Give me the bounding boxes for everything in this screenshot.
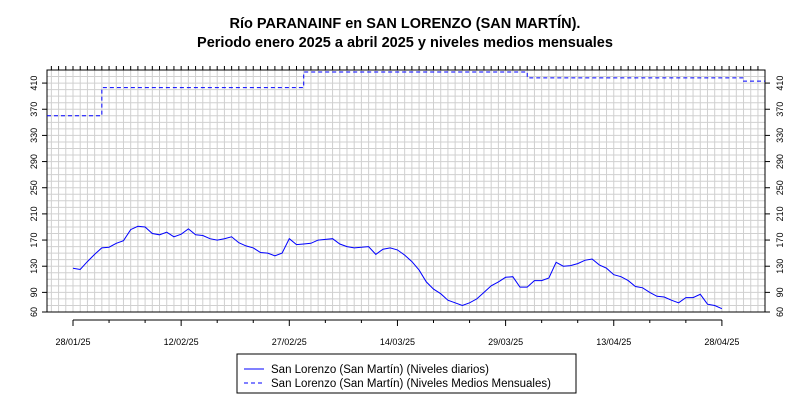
legend-label-monthly: San Lorenzo (San Martín) (Niveles Medios… — [271, 378, 551, 390]
y-tick-label-left: 170 — [29, 233, 39, 248]
y-tick-label-right: 410 — [775, 76, 785, 91]
y-tick-label-left: 330 — [29, 128, 39, 143]
grid — [47, 69, 765, 313]
y-tick-label-left: 370 — [29, 102, 39, 117]
x-axis: 28/01/25 12/02/25 27/02/25 14/03/25 29/03/25… — [55, 319, 739, 347]
y-tick-label-right: 170 — [775, 233, 785, 248]
y-tick-label-right: 330 — [775, 128, 785, 143]
chart-subtitle: Periodo enero 2025 a abril 2025 y nivele… — [197, 35, 613, 51]
plot-area: 60 90 130 170 210 250 290 330 370 410 60 90 130 170 2… — [29, 66, 785, 347]
y-tick-label-left: 90 — [29, 287, 39, 297]
y-tick-label-right: 290 — [775, 154, 785, 169]
y-axis-left: 60 90 130 170 210 250 290 330 370 410 — [29, 76, 47, 317]
series-layer — [47, 71, 765, 310]
x-tick-label: 27/02/25 — [272, 337, 307, 347]
series-line-daily — [72, 225, 723, 310]
y-tick-label-left: 410 — [29, 76, 39, 91]
y-tick-label-left: 130 — [29, 259, 39, 274]
y-tick-label-left: 210 — [29, 206, 39, 221]
x-tick-label: 12/02/25 — [164, 337, 199, 347]
y-tick-label-right: 60 — [775, 307, 785, 317]
y-axis-right: 60 90 130 170 210 250 290 330 370 410 — [765, 76, 785, 317]
x-tick-label: 29/03/25 — [488, 337, 523, 347]
y-tick-label-right: 250 — [775, 180, 785, 195]
top-axis — [50, 66, 759, 70]
y-tick-label-right: 210 — [775, 206, 785, 221]
y-tick-label-left: 250 — [29, 180, 39, 195]
y-tick-label-right: 90 — [775, 287, 785, 297]
x-tick-label: 28/01/25 — [55, 337, 90, 347]
legend-label-daily: San Lorenzo (San Martín) (Niveles diario… — [271, 364, 489, 376]
legend-box — [236, 353, 577, 394]
x-tick-label: 28/04/25 — [704, 337, 739, 347]
x-tick-label: 14/03/25 — [380, 337, 415, 347]
y-tick-label-left: 290 — [29, 154, 39, 169]
x-tick-label: 13/04/25 — [596, 337, 631, 347]
y-tick-label-right: 130 — [775, 259, 785, 274]
chart-title: Río PARANAINF en SAN LORENZO (SAN MARTÍN… — [230, 15, 581, 32]
legend: San Lorenzo (San Martín) (Niveles diario… — [236, 353, 577, 394]
plot-frame — [46, 69, 766, 313]
y-tick-label-right: 370 — [775, 102, 785, 117]
y-tick-label-left: 60 — [29, 307, 39, 317]
